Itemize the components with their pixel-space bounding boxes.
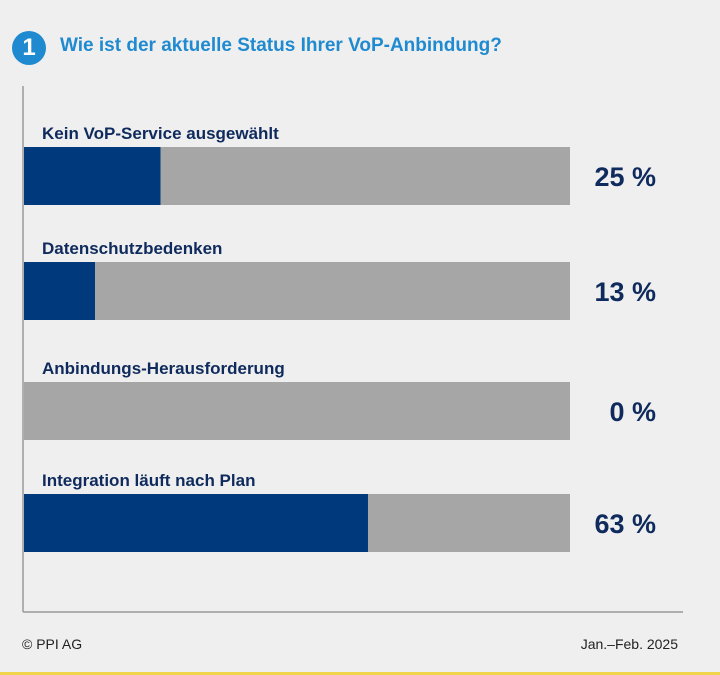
bar-fill [24,262,95,320]
category-label: Anbindungs-Herausforderung [42,359,285,378]
category-label: Kein VoP-Service ausgewählt [42,124,279,143]
value-label: 25 % [594,162,656,192]
category-label: Integration läuft nach Plan [42,471,255,490]
question-number-badge: 1 [12,31,46,65]
bottom-accent-stripe [0,672,720,675]
copyright-label: © PPI AG [22,636,83,652]
bar-track [24,262,570,320]
chart-title: Wie ist der aktuelle Status Ihrer VoP-An… [60,35,502,56]
value-label: 63 % [594,509,656,539]
bar-fill [24,494,368,552]
bar-fill [24,147,161,205]
value-label: 0 % [609,397,656,427]
bar-track [24,382,570,440]
category-label: Datenschutzbedenken [42,239,222,258]
survey-period-label: Jan.–Feb. 2025 [580,636,678,652]
value-label: 13 % [594,277,656,307]
